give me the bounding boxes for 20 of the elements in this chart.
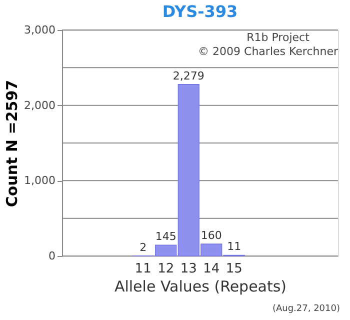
x-tick-label: 13 xyxy=(180,262,197,276)
annotation: © 2009 Charles Kerchner xyxy=(198,45,338,58)
data-label: 2 xyxy=(140,240,147,254)
data-label: 2,279 xyxy=(172,69,204,82)
annotation: R1b Project xyxy=(246,31,310,44)
y-tick-label: 2,000 xyxy=(24,98,56,112)
x-axis-title: Allele Values (Repeats) xyxy=(114,278,287,296)
x-tick-label: 11 xyxy=(134,262,152,276)
text: (Aug.27, 2010) xyxy=(272,304,340,314)
x-tick-label: 14 xyxy=(203,262,220,276)
data-label: 11 xyxy=(227,240,242,254)
y-tick-label: 1,000 xyxy=(24,174,56,188)
y-tick-label: 3,000 xyxy=(24,24,56,36)
data-label: 160 xyxy=(200,228,222,242)
data-label: 145 xyxy=(155,230,176,244)
y-axis-title: Count N =2597 xyxy=(3,80,22,208)
y-tick-label: 0 xyxy=(48,250,56,262)
x-tick-label: 12 xyxy=(158,262,174,276)
chart-title: DYS-393 xyxy=(162,2,238,21)
x-tick-label: 15 xyxy=(226,262,242,276)
